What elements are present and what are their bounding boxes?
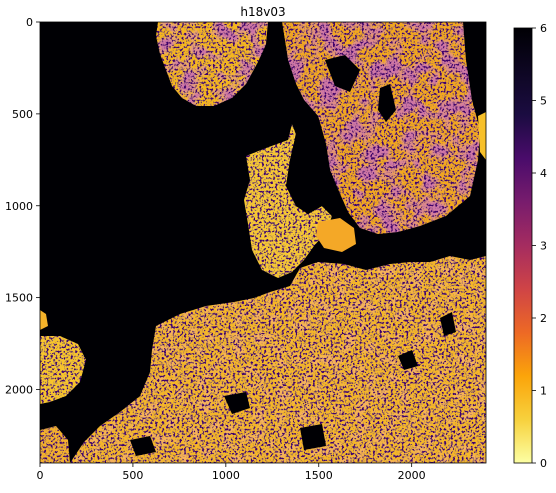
land-east-coast bbox=[478, 112, 486, 160]
colorbar-ticks: 0 1 2 3 4 5 6 bbox=[532, 22, 547, 470]
x-tick-label: 1500 bbox=[305, 469, 333, 482]
colorbar-tick-label: 5 bbox=[540, 95, 547, 108]
colorbar-tick-label: 1 bbox=[540, 385, 547, 398]
x-tick-label: 0 bbox=[37, 469, 44, 482]
plot-frame bbox=[39, 21, 487, 464]
land-uk-strip bbox=[40, 310, 48, 330]
x-tick-label: 2000 bbox=[398, 469, 426, 482]
y-tick-label: 1000 bbox=[5, 200, 33, 213]
chart-title: h18v03 bbox=[240, 5, 285, 19]
colorbar: 0 1 2 3 4 5 6 bbox=[513, 22, 547, 470]
water-bodies bbox=[130, 22, 456, 456]
x-tick-label: 1000 bbox=[212, 469, 240, 482]
land-southwest bbox=[40, 426, 70, 463]
land-danish-island bbox=[316, 218, 356, 252]
x-axis: 0 500 1000 1500 2000 bbox=[37, 463, 426, 482]
land-denmark bbox=[244, 124, 332, 278]
land-continent bbox=[70, 256, 486, 463]
colorbar-tick-label: 0 bbox=[540, 457, 547, 470]
land-uk bbox=[40, 336, 86, 404]
heatmap-image bbox=[40, 22, 486, 463]
x-tick-label: 500 bbox=[122, 469, 143, 482]
y-axis: 0 500 1000 1500 2000 bbox=[5, 16, 40, 397]
colorbar-tick-label: 2 bbox=[540, 312, 547, 325]
land-norway bbox=[156, 22, 268, 106]
y-tick-label: 500 bbox=[12, 108, 33, 121]
colorbar-tick-label: 6 bbox=[540, 22, 547, 35]
colorbar-tick-label: 4 bbox=[540, 167, 547, 180]
y-tick-label: 2000 bbox=[5, 384, 33, 397]
y-tick-label: 0 bbox=[26, 16, 33, 29]
colorbar-gradient bbox=[513, 27, 533, 464]
y-tick-label: 1500 bbox=[5, 292, 33, 305]
colorbar-tick-label: 3 bbox=[540, 240, 547, 253]
